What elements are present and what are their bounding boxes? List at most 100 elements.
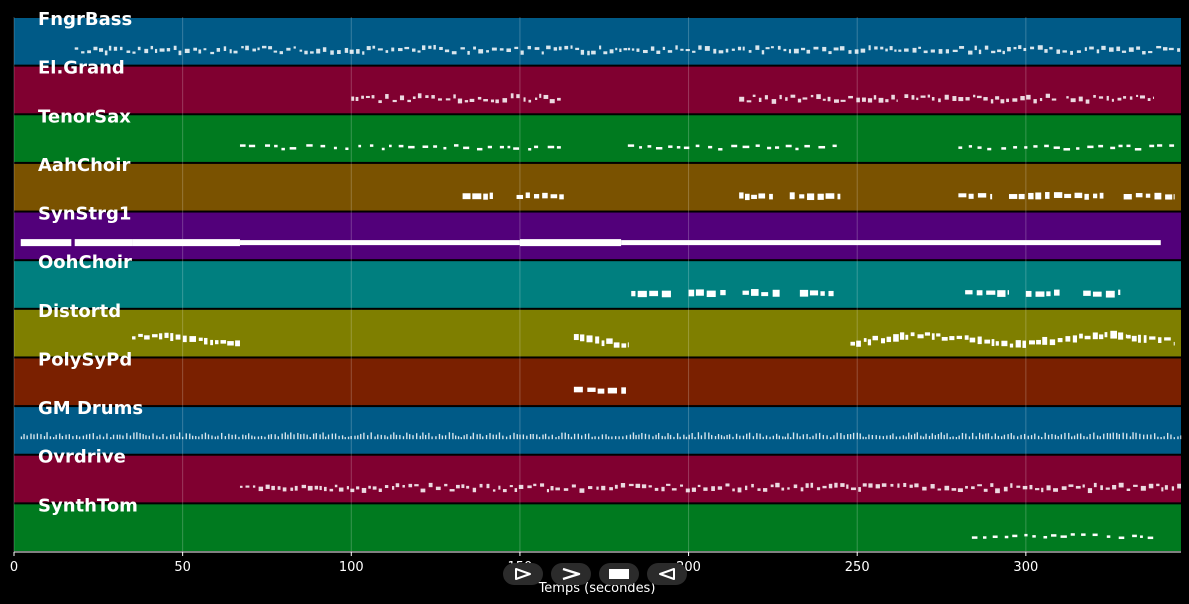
note [216,48,221,52]
note [1105,487,1110,490]
note [770,484,774,488]
note [414,484,419,487]
note [922,486,927,491]
note [908,432,910,440]
note [995,96,1000,100]
note [1022,340,1026,348]
note [695,144,700,148]
note-segment [621,240,1161,246]
note [445,98,451,101]
note-segment [971,533,1154,540]
note [885,48,888,52]
note [398,144,404,148]
note [1103,433,1105,440]
note [834,482,838,488]
note [586,335,593,343]
note [1066,96,1069,99]
note [516,434,518,440]
note [425,95,429,98]
note [1129,436,1132,440]
note [799,436,801,440]
rewind-button[interactable] [647,563,687,585]
note [691,433,693,440]
note [55,434,57,440]
note [580,334,585,342]
note [564,45,569,50]
note [700,435,703,440]
note [802,434,805,440]
note [995,488,1000,494]
note [420,488,426,493]
note [1008,194,1018,199]
note [872,335,878,341]
track-label: El.Grand [38,58,125,79]
note [958,146,963,149]
play-button[interactable] [503,563,543,585]
note [930,484,935,489]
note [847,434,849,440]
note [614,436,617,440]
note [775,433,778,440]
note [922,436,925,440]
note [555,487,560,491]
note [499,145,504,149]
note [822,98,826,101]
note [159,436,161,440]
note [506,48,511,53]
note [1138,334,1141,343]
track-lane [14,66,1181,114]
note [1164,485,1168,490]
note [513,432,515,440]
note [1007,290,1009,295]
note [362,51,365,55]
note [386,436,389,440]
note [145,435,147,440]
note [345,147,349,151]
note [490,99,495,103]
note [790,94,796,98]
note-segment [1025,289,1060,297]
note [837,193,841,200]
note [221,432,223,440]
note [1156,483,1160,487]
note [424,434,427,440]
note [563,488,569,491]
note [406,432,408,440]
note [990,193,993,200]
note [1076,147,1080,150]
note [307,485,313,491]
note [224,436,227,440]
note [466,434,468,440]
note [739,96,745,102]
note [1160,436,1162,440]
note [284,432,286,440]
note [579,488,585,493]
note [1105,290,1115,298]
note [388,144,392,148]
note [331,433,333,440]
note [737,487,742,493]
note [731,48,735,51]
note [789,437,792,440]
note [956,335,963,340]
note [945,49,950,54]
note [441,435,444,440]
note [428,482,433,488]
note [329,488,334,492]
note-segment [627,45,1181,55]
stop-button[interactable] [599,563,639,585]
note [858,487,861,492]
note [492,489,496,492]
note [351,96,355,101]
note [303,433,305,440]
note [191,435,194,440]
note [1074,192,1083,199]
note [1093,94,1096,98]
note [1033,99,1037,104]
fast-forward-button[interactable] [551,563,591,585]
note [1078,96,1083,102]
note [320,144,326,148]
note [559,194,564,200]
note [914,483,919,488]
note [1070,50,1074,55]
